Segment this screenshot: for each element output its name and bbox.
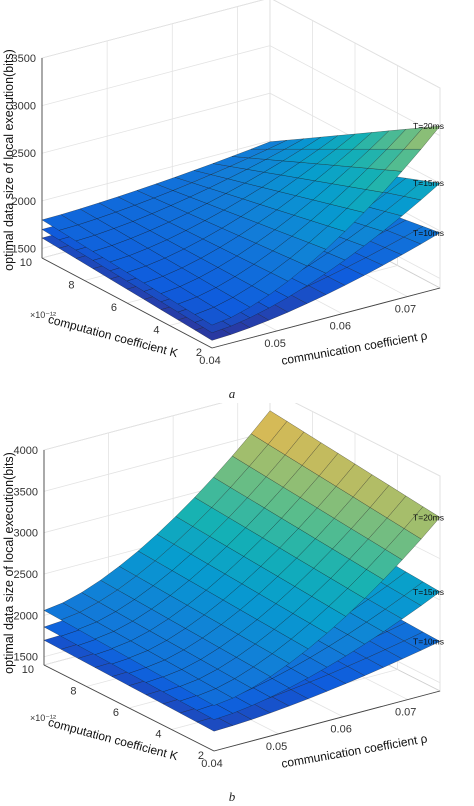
- z-tick-label: 3000: [12, 101, 36, 113]
- z-tick-label: 2000: [14, 610, 38, 622]
- z-tick-label: 4000: [14, 445, 38, 457]
- figure-caption: a: [229, 386, 236, 401]
- z-tick-label: 1500: [14, 652, 38, 664]
- surface-patch: [403, 226, 441, 245]
- surface-plot-b: 1500 2000 2500 3000 3500 4000 0.04 0.05 0.06 0.07…: [2, 403, 444, 804]
- series-label: T=20ms: [413, 121, 444, 131]
- surface-patch: [403, 631, 441, 651]
- x-tick-label: 0.07: [395, 707, 416, 719]
- y-tick-label: 8: [68, 280, 74, 292]
- x-tick-label: 0.06: [330, 321, 351, 333]
- y-tick-label: 6: [113, 707, 119, 719]
- x-tick-label: 0.06: [330, 724, 351, 736]
- z-axis-label: optimal data size of local execution(bit…: [2, 49, 16, 271]
- y-tick-label: 2: [198, 750, 204, 762]
- y-axis-line: [41, 257, 213, 349]
- x-axis-label: communication coefficient ρ: [280, 731, 428, 771]
- z-tick-label: 2000: [12, 196, 36, 208]
- surface-plot-a: 1500 2000 2500 3000 3500 0.04 0.05 0.06 0.07 2 4 6 8…: [2, 0, 444, 401]
- series-label: T=15ms: [413, 587, 444, 597]
- x-tick-label: 0.07: [395, 304, 416, 316]
- z-axis-label: optimal data size of local execution(bit…: [2, 452, 16, 674]
- surface-t20ms: [43, 410, 441, 706]
- series-label: T=15ms: [413, 178, 444, 188]
- x-tick-label: 0.04: [201, 758, 222, 770]
- y-axis-exponent: ×10⁻¹²: [30, 310, 56, 320]
- surface-patch: [403, 581, 441, 606]
- y-axis-line: [43, 664, 215, 752]
- surface-patch: [403, 180, 441, 201]
- z-tick-label: 2500: [14, 569, 38, 581]
- z-gridline: [43, 403, 441, 477]
- y-tick-label: 4: [153, 325, 159, 337]
- chart-panel-a: 1500 2000 2500 3000 3500 0.04 0.05 0.06 0.07 2 4 6 8…: [2, 0, 444, 401]
- x-tick-label: 0.05: [266, 741, 287, 753]
- y-tick-label: 8: [70, 686, 76, 698]
- z-tick-label: 3500: [14, 486, 38, 498]
- y-tick-label: 10: [22, 664, 34, 676]
- x-axis-line: [211, 287, 441, 349]
- z-tick-label: 3000: [14, 528, 38, 540]
- series-label: T=20ms: [413, 512, 444, 522]
- series-label: T=10ms: [413, 636, 444, 646]
- x-axis-label: communication coefficient ρ: [280, 328, 428, 368]
- surface-t20ms: [41, 125, 441, 326]
- z-tick-label: 3500: [12, 53, 36, 65]
- z-tick-label: 1500: [12, 243, 36, 255]
- series-label: T=10ms: [413, 228, 444, 238]
- y-tick-label: 4: [155, 729, 161, 741]
- z-tick-label: 2500: [12, 148, 36, 160]
- y-tick-label: 6: [111, 302, 117, 314]
- x-tick-label: 0.05: [264, 338, 285, 350]
- figure-caption: b: [229, 789, 236, 804]
- x-axis-line: [213, 690, 441, 752]
- y-tick-label: 2: [196, 347, 202, 359]
- y-axis-exponent: ×10⁻¹²: [30, 713, 56, 723]
- x-tick-label: 0.04: [199, 355, 220, 367]
- surface-patch: [403, 506, 441, 540]
- z-gridline: [41, 0, 441, 89]
- chart-panel-b: 1500 2000 2500 3000 3500 4000 0.04 0.05 0.06 0.07…: [0, 403, 474, 806]
- surface-patch: [403, 125, 441, 150]
- y-tick-label: 10: [20, 257, 32, 269]
